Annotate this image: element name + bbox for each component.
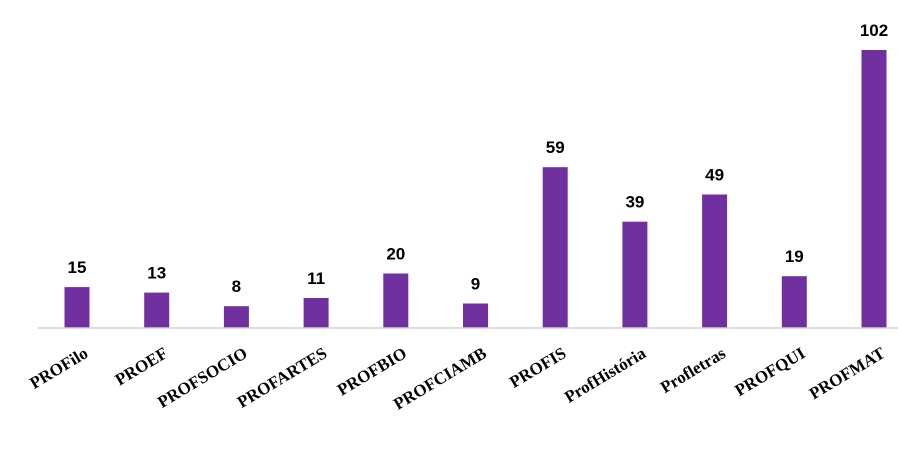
x-tick-label-PROFilo: PROFilo — [26, 343, 91, 392]
bar-Profletras — [702, 194, 728, 328]
bars-group — [64, 50, 887, 328]
value-label-PROFMAT: 102 — [860, 21, 888, 40]
x-tick-label-ProfHistória: ProfHistória — [561, 343, 649, 407]
value-label-PROFIS: 59 — [546, 138, 565, 157]
bar-ProfHistória — [622, 221, 648, 328]
x-tick-label-PROFSOCIO: PROFSOCIO — [154, 343, 250, 411]
bar-PROFARTES — [303, 298, 329, 328]
value-labels-group: 15 13 8 11 20 9 59 39 49 19 102 — [68, 21, 889, 296]
bar-PROFIS — [542, 167, 568, 328]
value-label-Profletras: 49 — [705, 166, 724, 185]
bar-PROFCIAMB — [463, 303, 488, 328]
value-label-ProfHistória: 39 — [625, 193, 644, 212]
x-tick-label-PROFARTES: PROFARTES — [234, 343, 330, 411]
x-tick-label-Profletras: Profletras — [657, 343, 729, 397]
value-label-PROFCIAMB: 9 — [471, 275, 480, 294]
bar-PROFQUI — [781, 276, 807, 328]
bar-PROFilo — [64, 287, 90, 328]
bar-PROFMAT — [861, 50, 887, 328]
bar-PROFSOCIO — [223, 306, 249, 328]
value-label-PROFARTES: 11 — [307, 269, 325, 288]
x-tick-label-PROFIS: PROFIS — [506, 343, 569, 391]
value-label-PROFSOCIO: 8 — [232, 277, 241, 296]
x-tick-label-PROFMAT: PROFMAT — [806, 343, 889, 403]
value-label-PROFQUI: 19 — [785, 247, 804, 266]
bar-PROFBIO — [383, 273, 409, 328]
x-tick-label-PROEF: PROEF — [112, 343, 171, 389]
value-label-PROEF: 13 — [147, 264, 166, 283]
bar-PROEF — [144, 292, 170, 328]
value-label-PROFilo: 15 — [68, 258, 87, 277]
x-tick-label-PROFQUI: PROFQUI — [732, 343, 809, 400]
value-label-PROFBIO: 20 — [386, 245, 405, 264]
